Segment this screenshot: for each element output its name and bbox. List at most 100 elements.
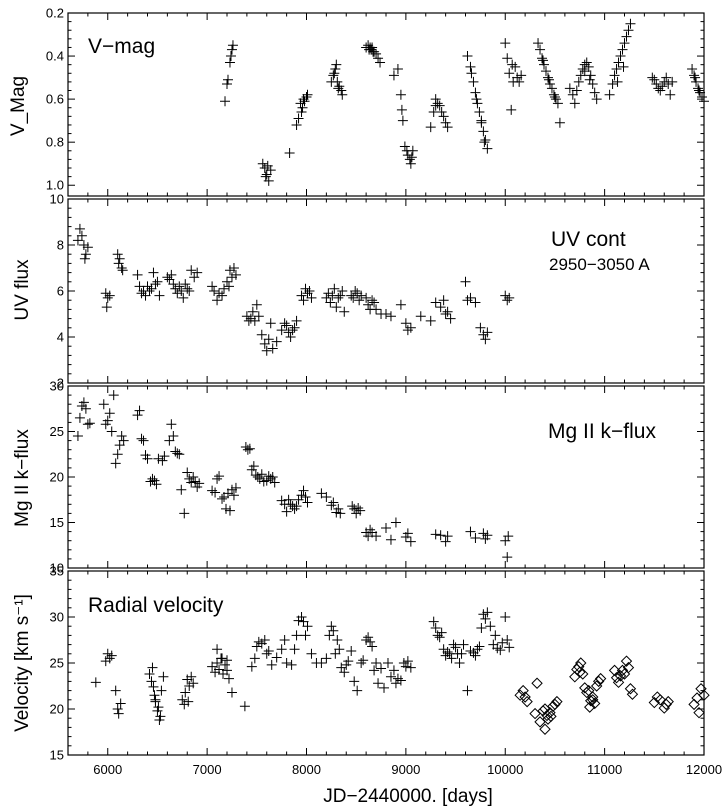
- data-point-plus: [337, 286, 348, 296]
- data-point-plus: [482, 143, 493, 154]
- data-point-plus: [106, 426, 117, 437]
- data-point-plus: [210, 487, 221, 498]
- data-point-plus: [352, 288, 363, 299]
- data-point-diamond: [519, 691, 531, 703]
- data-point-plus: [186, 265, 197, 276]
- data-point-plus: [465, 646, 476, 657]
- data-point-plus: [358, 655, 369, 666]
- data-point-plus: [442, 646, 453, 657]
- data-point-plus: [395, 675, 406, 686]
- data-point-plus: [102, 648, 113, 659]
- data-point-plus: [252, 472, 263, 482]
- data-point-plus: [615, 51, 626, 62]
- data-point-plus: [190, 476, 201, 487]
- data-point-plus: [430, 297, 441, 308]
- data-point-diamond: [542, 713, 554, 725]
- data-point-plus: [78, 397, 89, 408]
- data-point-plus: [301, 91, 312, 102]
- data-point-plus: [349, 676, 360, 687]
- uv-ytick-label: 4: [57, 330, 64, 345]
- data-point-diamond: [586, 694, 599, 706]
- data-point-plus: [144, 286, 155, 296]
- data-point-plus: [482, 327, 493, 338]
- data-point-plus: [699, 96, 709, 107]
- data-point-plus: [623, 25, 634, 36]
- data-point-plus: [114, 440, 125, 451]
- data-point-plus: [90, 677, 101, 688]
- data-point-plus: [331, 302, 342, 313]
- data-point-plus: [388, 665, 399, 676]
- data-point-plus: [276, 644, 287, 655]
- data-point-plus: [302, 497, 313, 508]
- data-point-plus: [402, 325, 413, 336]
- panel-vmag: V−mag 0.2 0.4 0.6 0.8 1.0 V_Mag: [8, 6, 709, 197]
- data-point-plus: [289, 644, 300, 655]
- data-point-plus: [253, 636, 264, 647]
- data-point-plus: [617, 44, 628, 55]
- data-point-plus: [82, 242, 93, 253]
- data-point-plus: [263, 175, 274, 186]
- data-point-plus: [263, 471, 274, 482]
- data-point-plus: [297, 102, 308, 113]
- data-point-plus: [497, 637, 508, 648]
- data-point-plus: [621, 31, 632, 42]
- data-point-plus: [257, 158, 268, 169]
- data-point-plus: [371, 531, 382, 542]
- data-point-plus: [217, 653, 228, 664]
- data-point-plus: [323, 288, 334, 299]
- x-tick-label: 9000: [391, 762, 420, 777]
- data-point-plus: [110, 685, 121, 696]
- data-point-plus: [251, 641, 262, 652]
- data-point-plus: [470, 650, 481, 661]
- data-point-plus: [540, 66, 551, 77]
- mgii-ytick-label: 30: [50, 379, 64, 394]
- data-point-plus: [354, 295, 365, 306]
- data-point-plus: [306, 292, 317, 303]
- data-point-plus: [159, 451, 170, 462]
- data-point-plus: [266, 659, 277, 670]
- data-point-plus: [607, 79, 618, 90]
- velocity-ytick-label: 15: [50, 748, 64, 763]
- data-point-diamond: [577, 668, 589, 680]
- data-point-plus: [657, 81, 668, 92]
- data-point-plus: [367, 641, 378, 652]
- data-point-plus: [503, 531, 514, 542]
- data-point-plus: [328, 497, 339, 508]
- data-point-plus: [180, 687, 191, 698]
- data-point-plus: [440, 117, 451, 128]
- data-point-plus: [142, 453, 153, 464]
- data-point-plus: [147, 473, 158, 484]
- data-point-plus: [118, 435, 129, 446]
- data-point-plus: [400, 661, 411, 672]
- data-point-plus: [365, 524, 376, 535]
- data-point-plus: [333, 83, 344, 94]
- data-point-plus: [691, 76, 702, 87]
- data-point-plus: [361, 635, 372, 645]
- data-point-plus: [279, 635, 290, 645]
- data-point-plus: [500, 290, 511, 301]
- data-point-plus: [281, 320, 292, 331]
- uv-ytick-label: 10: [50, 192, 64, 207]
- data-point-plus: [436, 107, 447, 118]
- vmag-ytick-label: 0.4: [46, 49, 64, 64]
- data-point-plus: [182, 674, 193, 685]
- data-point-plus: [298, 616, 309, 627]
- data-point-plus: [79, 253, 90, 264]
- data-point-plus: [436, 627, 447, 638]
- data-point-plus: [164, 274, 175, 285]
- data-point-plus: [326, 500, 337, 511]
- data-point-plus: [334, 644, 345, 655]
- data-point-plus: [293, 113, 304, 124]
- data-point-plus: [106, 650, 117, 661]
- data-point-plus: [306, 648, 317, 659]
- data-point-plus: [296, 612, 307, 622]
- data-point-plus: [482, 530, 493, 541]
- data-point-plus: [183, 696, 194, 707]
- data-point-plus: [554, 117, 565, 128]
- data-point-plus: [663, 79, 674, 90]
- uv-ytick-label: 8: [57, 238, 64, 253]
- data-point-plus: [261, 345, 272, 356]
- data-point-plus: [281, 506, 292, 517]
- data-point-plus: [212, 295, 223, 306]
